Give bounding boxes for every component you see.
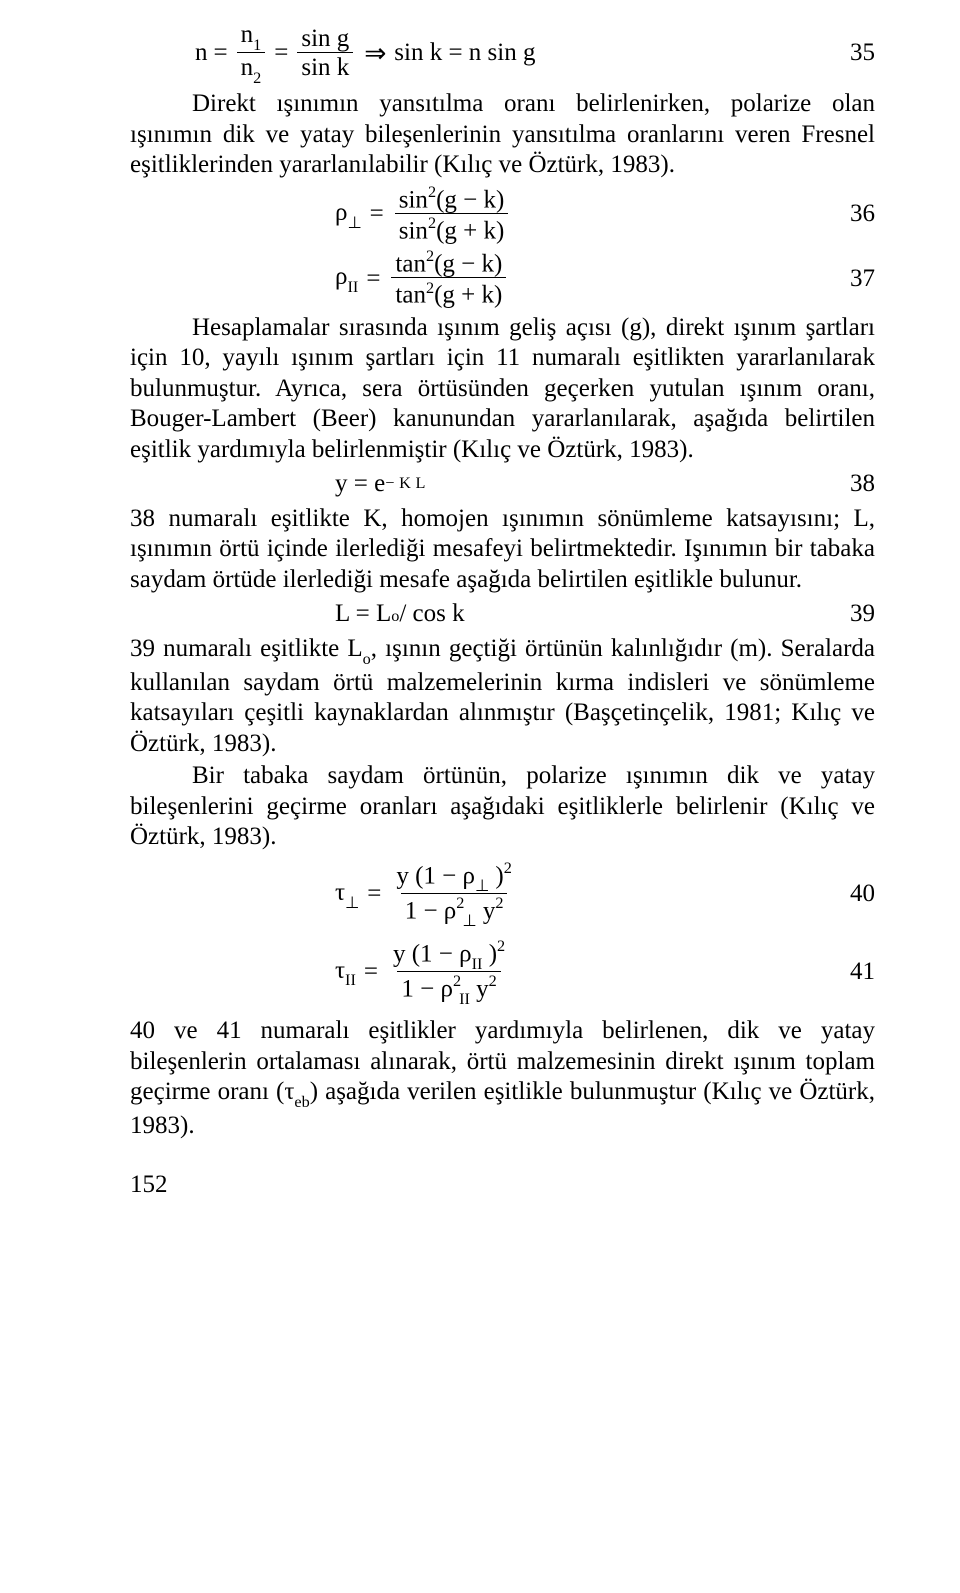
- paragraph-2: Hesaplamalar sırasında ışınım geliş açıs…: [130, 313, 875, 466]
- equation-36: ρ⊥ = sin2(g − k) sin2(g + k) 36: [130, 185, 875, 245]
- eq41-number: 41: [840, 957, 875, 988]
- eq35-lhs: n: [195, 38, 208, 69]
- eq39-number: 39: [840, 599, 875, 630]
- equation-41: τII = y (1 − ρII )2 1 − ρ2II y2 41: [130, 939, 875, 1007]
- paragraph-3: 38 numaralı eşitlikte K, homojen ışınımı…: [130, 504, 875, 596]
- eq35-rhs: sin k = n sin g: [394, 38, 535, 69]
- equation-38: y = e− K L 38: [130, 469, 875, 500]
- equation-39: L = Lo / cos k 39: [130, 599, 875, 630]
- equation-40: τ⊥ = y (1 − ρ⊥ )2 1 − ρ2⊥ y2 40: [130, 861, 875, 929]
- page-number: 152: [130, 1170, 875, 1201]
- eq40-number: 40: [840, 879, 875, 910]
- equation-37: ρII = tan2(g − k) tan2(g + k) 37: [130, 249, 875, 309]
- eq37-number: 37: [840, 264, 875, 295]
- paragraph-1: Direkt ışınımın yansıtılma oranı belirle…: [130, 89, 875, 181]
- equation-35: n = n1 n2 = sin g sin k ⇒ sin k = n sin …: [130, 22, 875, 85]
- eq35-number: 35: [840, 38, 875, 69]
- paragraph-5: Bir tabaka saydam örtünün, polarize ışın…: [130, 761, 875, 853]
- paragraph-4: 39 numaralı eşitlikte Lo, ışının geçtiği…: [130, 634, 875, 759]
- eq38-number: 38: [840, 469, 875, 500]
- eq36-number: 36: [840, 199, 875, 230]
- page: n = n1 n2 = sin g sin k ⇒ sin k = n sin …: [0, 0, 960, 1218]
- implies-icon: ⇒: [364, 38, 386, 70]
- paragraph-6: 40 ve 41 numaralı eşitlikler yardımıyla …: [130, 1016, 875, 1141]
